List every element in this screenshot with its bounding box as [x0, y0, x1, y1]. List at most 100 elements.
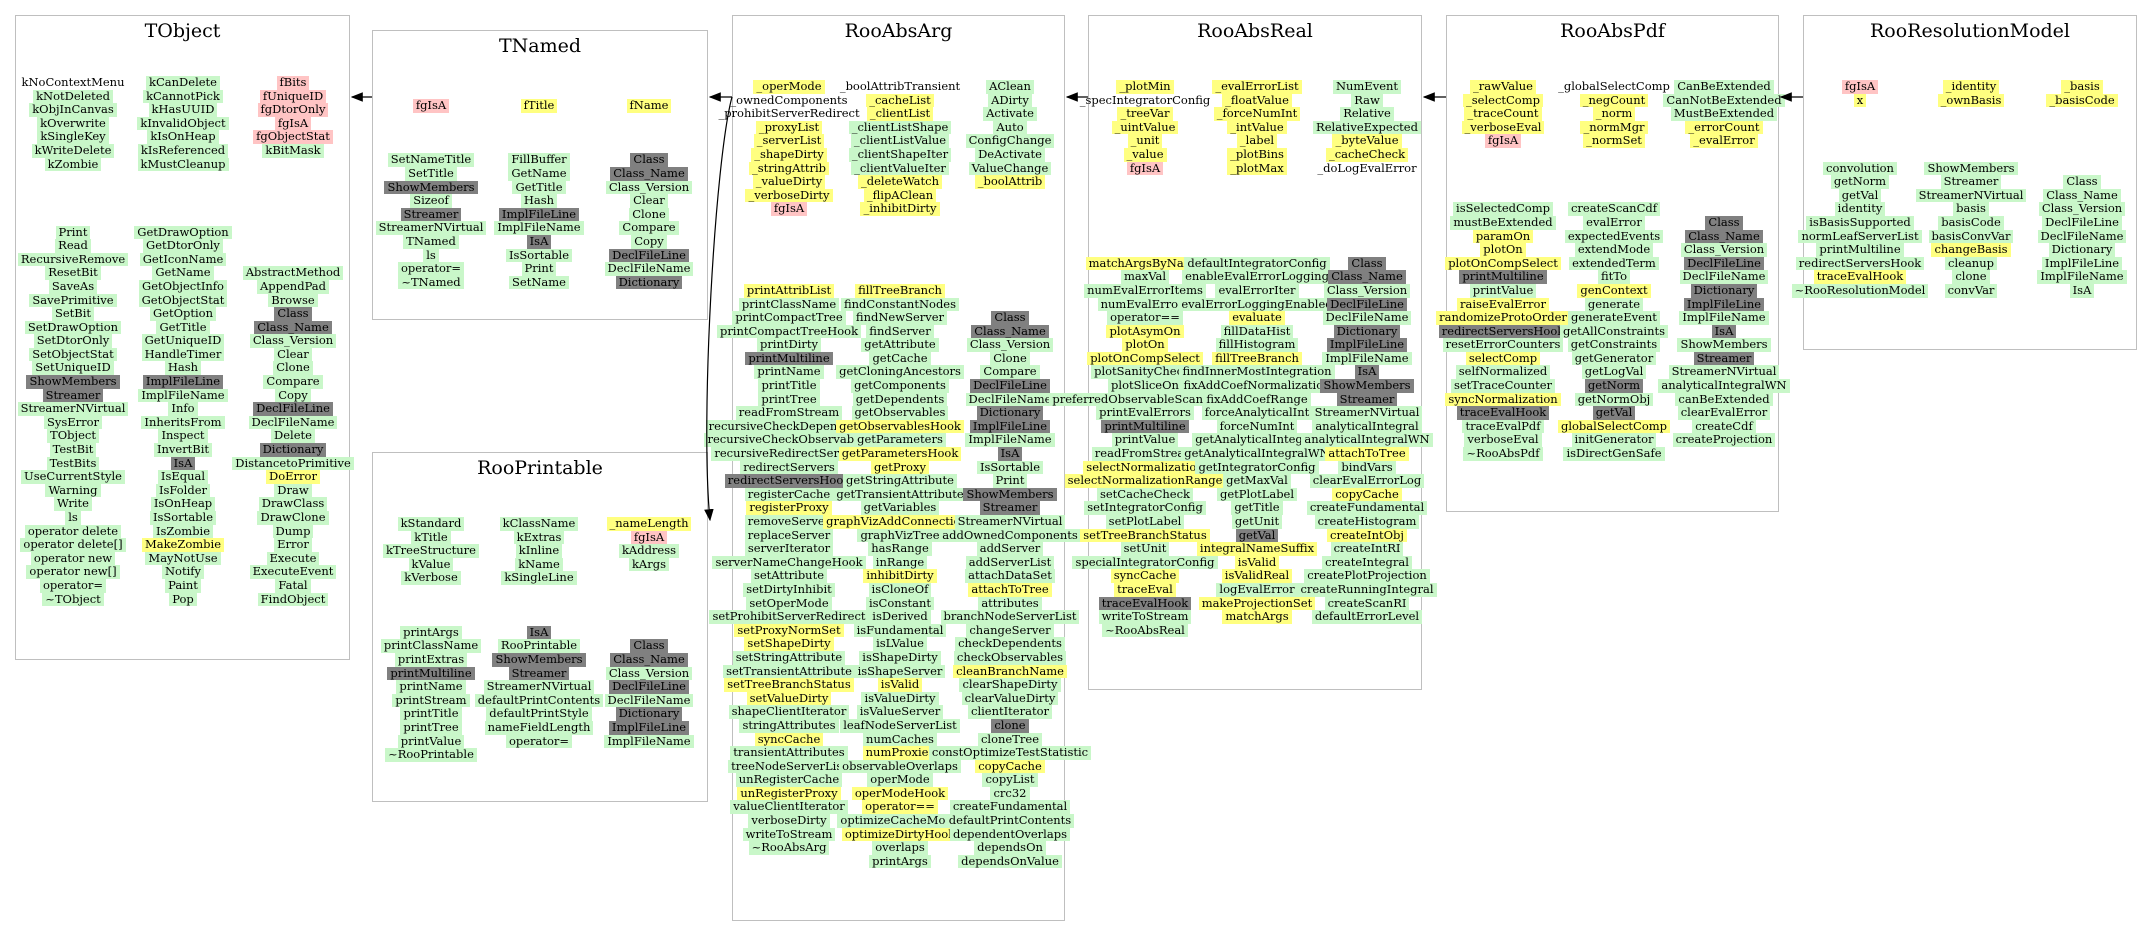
- member-item: changeServer: [966, 623, 1054, 638]
- member-item: defaultPrintContents: [945, 813, 1075, 828]
- member-item: numProxies: [862, 745, 938, 760]
- member-item: setStringAttribute: [732, 650, 846, 665]
- member-item: fgObjectStat: [253, 130, 333, 144]
- member-item: fillTreeBranch: [855, 283, 945, 298]
- member-item: clearEvalError: [1677, 406, 1771, 420]
- member-item: _ownedComponents: [730, 92, 848, 107]
- member-item: setTransientAttribute: [723, 664, 855, 679]
- member-item: kSingleKey: [37, 130, 109, 144]
- member-column: fgIsA SetNameTitle SetTitle ShowMembers Size…: [375, 98, 487, 290]
- member-item: _boolAttribTransient: [839, 79, 961, 93]
- class-title: RooResolutionModel: [1869, 20, 2070, 42]
- member-item: SetName: [509, 275, 569, 290]
- member-item: inhibitDirty: [863, 569, 937, 583]
- member-item: IsA: [1711, 324, 1737, 339]
- member-item: extendedTerm: [1569, 256, 1659, 271]
- member-item: operator delete: [24, 524, 122, 539]
- member-item: Streamer: [42, 388, 104, 403]
- member-item: matchArgsByName: [1085, 256, 1205, 271]
- member-item: Error: [274, 538, 312, 552]
- member-item: printTitle: [400, 707, 462, 721]
- member-item: Auto: [993, 120, 1027, 135]
- member-item: setDirtyInhibit: [743, 582, 835, 597]
- member-item: DeclFileLine: [609, 248, 689, 263]
- member-item: _unit: [1127, 134, 1163, 148]
- member-item: kBitMask: [262, 143, 324, 158]
- member-item: addServer: [976, 542, 1044, 556]
- member-item: MustBeExtended: [1670, 107, 1778, 121]
- member-item: getVal: [1235, 528, 1279, 543]
- member-item: createPlotProjection: [1304, 569, 1430, 583]
- member-item: kInvalidObject: [137, 116, 229, 131]
- member-item: fgIsA: [770, 202, 808, 216]
- member-item: _clientValueIter: [851, 161, 949, 176]
- member-item: setProhibitServerRedirect: [709, 610, 869, 624]
- member-item: DistancetoPrimitive: [232, 456, 354, 471]
- member-item: _serverList: [753, 134, 825, 148]
- member-item: verboseEval: [1464, 433, 1542, 448]
- member-item: cleanup: [1945, 256, 1997, 271]
- member-item: Class: [1348, 256, 1386, 271]
- member-item: Class_Name: [1685, 229, 1763, 244]
- member-item: Hash: [164, 361, 202, 376]
- member-item: ImplFileLine: [1326, 338, 1408, 352]
- member-item: Print: [992, 474, 1028, 488]
- member-item: clone: [991, 718, 1029, 733]
- member-item: ~RooAbsReal: [1102, 623, 1188, 638]
- member-item: recursiveCheckDependents: [705, 419, 873, 434]
- member-item: MakeZombie: [141, 538, 225, 552]
- member-item: kClassName: [499, 516, 579, 531]
- member-item: ImplFileLine: [608, 720, 690, 735]
- member-item: genContext: [1577, 283, 1651, 298]
- member-item: Class_Name: [971, 324, 1049, 339]
- member-item: Class_Version: [966, 338, 1054, 352]
- member-item: DeclFileName: [1322, 310, 1412, 325]
- member-column: AClean ADirty Activate Auto ConfigChange DeAc…: [928, 79, 1092, 869]
- member-item: ImplFileName: [494, 221, 584, 235]
- member-item: kOverwrite: [37, 116, 109, 131]
- member-item: evaluate: [1229, 310, 1285, 325]
- member-item: plotSanityChecks: [1091, 365, 1199, 380]
- member-column: CanBeExtended CanNotBeExtended MustBeExten…: [1658, 79, 1790, 448]
- member-item: operator==: [862, 800, 938, 815]
- member-item: Write: [54, 497, 92, 511]
- member-item: Activate: [983, 107, 1037, 121]
- member-item: serverIterator: [744, 542, 834, 556]
- member-item: _deleteWatch: [858, 175, 942, 189]
- member-item: x: [1853, 93, 1867, 108]
- member-item: kTitle: [411, 530, 451, 545]
- member-item: syncCache: [1110, 569, 1180, 583]
- member-item: _evalError: [1690, 134, 1758, 148]
- member-column: NumEvent Raw Relative RelativeExpected _byte…: [1297, 79, 1437, 624]
- member-item: fgIsA: [1841, 79, 1879, 94]
- member-item: setPlotLabel: [1105, 514, 1185, 529]
- member-item: createScanRI: [1324, 596, 1410, 611]
- member-item: TestBit: [49, 442, 97, 457]
- member-item: kCanDelete: [146, 75, 220, 90]
- member-item: GetOption: [149, 306, 217, 321]
- class-title: TNamed: [498, 35, 582, 57]
- member-item: _traceCount: [1464, 107, 1542, 121]
- member-item: kValue: [408, 557, 454, 572]
- member-item: SetDtorOnly: [33, 334, 113, 348]
- member-item: _globalSelectComp: [1558, 79, 1670, 93]
- member-item: ShowMembers: [1924, 161, 2018, 176]
- member-item: StreamerNVirtual: [375, 221, 487, 235]
- member-item: getUnit: [1231, 514, 1283, 529]
- member-item: selectNormalizationRange: [1064, 474, 1226, 488]
- member-item: findInnerMostIntegration: [1179, 365, 1335, 380]
- member-item: printCompactTree: [732, 310, 846, 325]
- member-item: getConstraints: [1567, 338, 1661, 352]
- member-item: Class_Version: [1680, 243, 1768, 257]
- member-item: kHasUUID: [148, 103, 218, 117]
- member-item: getParametersHook: [838, 446, 962, 461]
- member-item: CanNotBeExtended: [1663, 93, 1785, 108]
- member-item: hasRange: [868, 542, 932, 556]
- member-item: ShowMembers: [384, 180, 478, 195]
- member-item: convolution: [1823, 161, 1897, 176]
- member-item: specialIntegratorConfig: [1072, 555, 1218, 570]
- member-item: extendMode: [1574, 243, 1654, 257]
- member-item: clientIterator: [968, 705, 1052, 719]
- member-item: ShowMembers: [1320, 378, 1414, 393]
- member-column: kStandard kTitle kTreeStructure kValue kVerb…: [377, 516, 485, 762]
